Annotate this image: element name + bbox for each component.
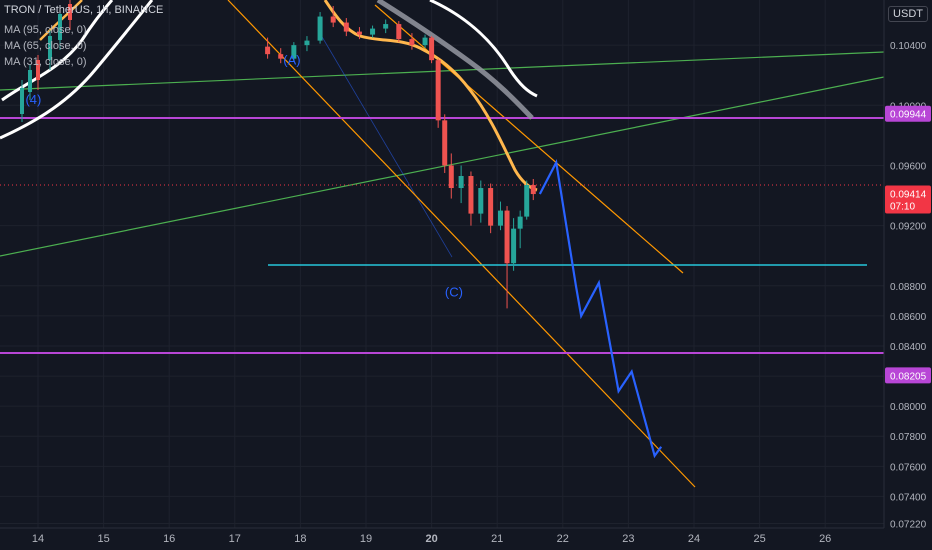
- candle-body: [422, 37, 428, 46]
- price-tick-label: 0.09200: [890, 222, 927, 233]
- candle-body: [429, 37, 435, 61]
- wave-label: (C): [445, 284, 463, 299]
- candle: [28, 70, 32, 92]
- time-tick-label: 16: [163, 533, 175, 545]
- candle: [58, 14, 62, 40]
- ma-31-legend[interactable]: MA (31, close, 0): [4, 56, 87, 68]
- white-curve-left: [0, 0, 154, 140]
- price-tag-text: 0.09944: [890, 110, 927, 121]
- projection-path-layer: [538, 158, 663, 459]
- time-tick-label: 15: [97, 533, 109, 545]
- currency-button[interactable]: USDT: [888, 6, 928, 22]
- candles-layer: [265, 6, 536, 309]
- candle-body: [488, 188, 494, 226]
- ma-yellow-left: [39, 0, 83, 41]
- time-tick-label: 24: [688, 533, 700, 545]
- price-axis[interactable]: 0.104000.100000.096000.092000.088000.086…: [883, 0, 932, 550]
- time-axis[interactable]: 14 15 16 17 18 19 20 21 22 23 24 25 26: [0, 527, 932, 550]
- wave-labels-layer: (4) (A) (C): [25, 53, 462, 300]
- candle-body: [511, 228, 517, 264]
- candle-body: [396, 24, 402, 40]
- white-curve-right: [429, 0, 538, 98]
- time-tick-label: 25: [753, 533, 765, 545]
- candle-body: [304, 40, 310, 46]
- candle-body: [504, 210, 510, 264]
- candle-body: [265, 46, 271, 55]
- time-tick-label: 26: [819, 533, 831, 545]
- price-tag-text: 0.08205: [890, 371, 927, 382]
- chart-drawings: [0, 0, 885, 488]
- candle: [36, 60, 40, 80]
- price-tag-text: 0.09414: [890, 189, 927, 200]
- price-tick-label: 0.08600: [890, 312, 927, 323]
- price-tick-label: 0.07400: [890, 492, 927, 503]
- wave-label: (A): [283, 53, 300, 68]
- price-tick-label: 0.07800: [890, 432, 927, 443]
- wave-guide-line: [317, 29, 453, 258]
- price-tag-bg: [885, 105, 931, 122]
- price-tag-countdown: 07:10: [890, 201, 915, 212]
- price-tick-label: 0.08400: [890, 342, 927, 353]
- price-tick-label: 0.07600: [890, 462, 927, 473]
- candle-body: [458, 176, 464, 189]
- candle-body: [530, 185, 536, 195]
- candle-body: [435, 60, 441, 121]
- candle-body: [478, 188, 484, 214]
- time-tick-label: 22: [557, 533, 569, 545]
- candle-body: [442, 120, 448, 166]
- time-tick-label: 21: [491, 533, 503, 545]
- candle-body: [370, 28, 376, 35]
- price-tag-bg: [885, 367, 931, 384]
- time-tick-label: 19: [360, 533, 372, 545]
- time-axis-bg: [0, 528, 932, 550]
- chart-grid: [0, 0, 884, 528]
- candle-body: [409, 39, 415, 46]
- candle: [68, 4, 72, 20]
- projection-path: [538, 158, 663, 459]
- candle-body: [524, 185, 530, 217]
- ma-95-line: [376, 0, 534, 120]
- time-tick-label: 20: [425, 533, 437, 545]
- price-tag-bg: [885, 185, 931, 214]
- price-tick-label: 0.08000: [890, 402, 927, 413]
- candle-body: [448, 165, 454, 189]
- price-tick-label: 0.07220: [890, 519, 927, 530]
- white-curve-left-inner: [1, 0, 114, 102]
- candle-body: [278, 54, 284, 59]
- time-tick-label: 17: [229, 533, 241, 545]
- time-tick-label: 23: [622, 533, 634, 545]
- price-tick-label: 0.09600: [890, 161, 927, 172]
- green-trendline-lower: [0, 76, 885, 257]
- orange-channel-lower: [227, 0, 696, 488]
- candle-body: [497, 210, 503, 226]
- symbol-title[interactable]: TRON / TetherUS, 1h, BINANCE: [4, 4, 164, 16]
- candle-body: [468, 176, 474, 214]
- price-tick-label: 0.08800: [890, 282, 927, 293]
- left-candles-layer: [20, 0, 72, 122]
- candle-body: [291, 45, 297, 59]
- candle: [20, 88, 24, 114]
- candle-body: [356, 31, 362, 35]
- green-trendline-upper: [0, 51, 885, 91]
- candle-body: [383, 24, 389, 29]
- price-tick-label: 0.10400: [890, 41, 927, 52]
- price-axis-bg: [884, 0, 932, 550]
- candle: [48, 36, 52, 60]
- candle-body: [343, 22, 349, 32]
- time-tick-label: 14: [32, 533, 44, 545]
- ma-65-legend[interactable]: MA (65, close, 0): [4, 40, 87, 52]
- ma-95-legend[interactable]: MA (95, close, 0): [4, 24, 87, 36]
- time-tick-label: 18: [294, 533, 306, 545]
- candle-body: [517, 216, 523, 229]
- wave-label: (4): [25, 92, 41, 107]
- candle-body: [330, 16, 336, 23]
- candle-body: [317, 16, 323, 41]
